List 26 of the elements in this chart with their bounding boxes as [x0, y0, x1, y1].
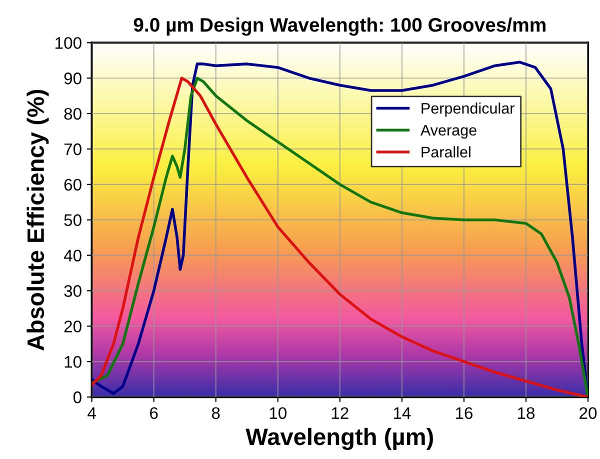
y-tick-label: 50 — [64, 214, 82, 226]
y-tick-label: 90 — [64, 72, 82, 84]
legend-label: Parallel — [422, 146, 470, 158]
y-tick-label: 30 — [64, 285, 82, 297]
x-tick-label: 8 — [212, 407, 220, 419]
x-tick-label: 16 — [456, 407, 472, 419]
legend-label: Average — [420, 124, 476, 139]
y-tick-label: 40 — [64, 250, 82, 262]
x-tick-label: 18 — [518, 407, 535, 419]
y-tick-label: 10 — [64, 356, 82, 368]
y-tick-label: 100 — [56, 37, 82, 49]
y-tick-label: 70 — [64, 143, 82, 156]
y-tick-label: 0 — [73, 391, 82, 404]
legend-label: Perpendicular — [422, 102, 514, 117]
y-axis-title: Absolute Efficiency (%) — [26, 90, 49, 350]
y-tick-label: 80 — [64, 108, 82, 120]
y-tick-label: 20 — [64, 320, 82, 332]
y-tick-label: 60 — [64, 178, 82, 191]
chart-title: 9.0 µm Design Wavelength: 100 Grooves/mm — [134, 17, 546, 36]
x-axis-title: Wavelength (µm) — [246, 428, 433, 450]
x-tick-label: 20 — [580, 407, 597, 419]
x-tick-label: 4 — [88, 407, 96, 419]
x-tick-label: 12 — [332, 407, 348, 419]
x-tick-label: 10 — [270, 407, 286, 419]
x-tick-label: 6 — [150, 407, 158, 419]
x-tick-label: 14 — [394, 407, 411, 419]
